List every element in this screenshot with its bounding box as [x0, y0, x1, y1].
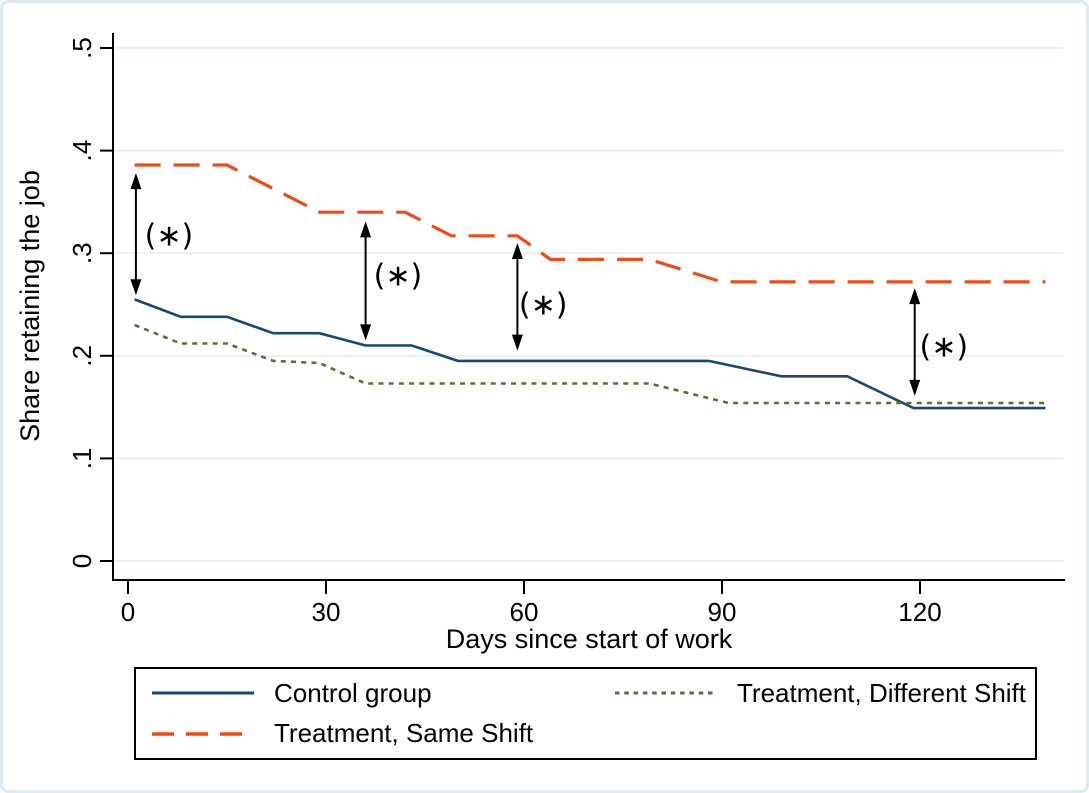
legend-label: Control group [274, 677, 432, 708]
axis-line [112, 33, 1065, 581]
legend-entry-treatment-different-shift: Treatment, Different Shift [613, 678, 1035, 709]
series-line-treatment-different-shift [134, 323, 1046, 405]
significance-arrowhead-down [360, 324, 372, 341]
y-tick-label: .2 [67, 345, 97, 367]
series-line-control-group [134, 298, 1046, 410]
y-tick-label: .1 [67, 448, 97, 470]
legend-entry-treatment-same-shift: Treatment, Same Shift [150, 718, 613, 749]
legend-line-sample [152, 731, 254, 736]
significance-arrowhead-down [909, 379, 921, 396]
significance-arrowhead-down [511, 334, 523, 351]
legend-line-sample [152, 691, 254, 695]
significance-label: (∗) [919, 330, 968, 365]
significance-arrowhead-up [511, 242, 523, 259]
series-line-treatment-same-shift [134, 163, 1046, 284]
x-tick-label: 60 [510, 597, 539, 627]
y-tick-label: .3 [67, 242, 97, 264]
y-tick-label: 0 [67, 554, 97, 568]
significance-label: (∗) [374, 259, 423, 294]
significance-label: (∗) [519, 287, 568, 322]
y-axis-title: Share retaining the job [15, 170, 45, 442]
significance-arrowhead-up [360, 221, 372, 238]
x-tick-label: 0 [121, 597, 135, 627]
significance-arrowhead-down [130, 279, 142, 296]
legend-entry-control-group: Control group [150, 678, 613, 709]
x-tick-label: 30 [312, 597, 341, 627]
x-tick-label: 90 [708, 597, 737, 627]
plot-area: 0 .1 .2 .3 .4 .5 0 30 60 90 120 (∗) (∗) (∗) (∗) Share … [15, 33, 1065, 654]
legend-label: Treatment, Different Shift [737, 677, 1027, 708]
y-tick-label: .4 [67, 140, 97, 162]
x-axis-title: Days since start of work [446, 624, 733, 654]
legend-line-sample [615, 691, 717, 695]
legend-label: Treatment, Same Shift [274, 718, 534, 749]
legend: Control group Treatment, Different Shift… [134, 667, 1037, 760]
significance-arrowhead-up [130, 173, 142, 190]
significance-label: (∗) [145, 219, 194, 254]
y-tick-label: .5 [67, 37, 97, 59]
x-tick-label: 120 [898, 597, 941, 627]
significance-arrowhead-up [909, 288, 921, 305]
